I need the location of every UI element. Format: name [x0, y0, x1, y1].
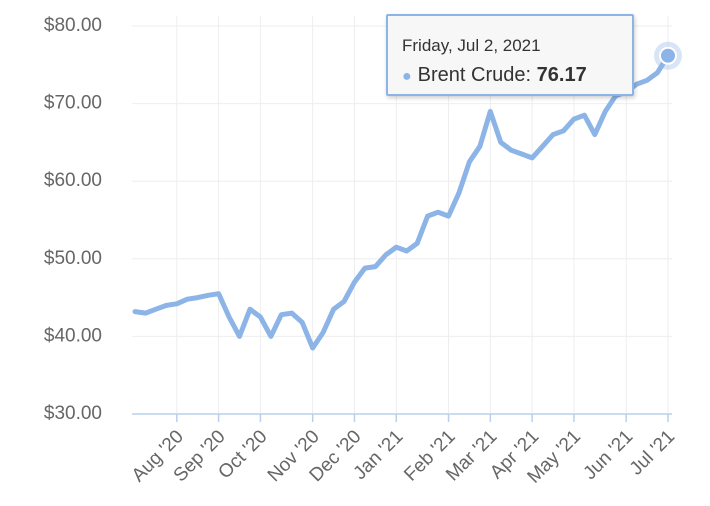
tooltip-line: ● Brent Crude 76.17	[402, 64, 587, 87]
x-tick-label: Jun '21	[580, 426, 638, 484]
y-tick-label: $50.00	[44, 248, 102, 269]
tooltip-dot: ●	[402, 68, 412, 85]
line	[132, 53, 671, 351]
y-tick-label: $60.00	[44, 170, 102, 191]
hover-point	[659, 46, 677, 65]
x-tick-label: Jul '21	[626, 426, 679, 479]
tooltip-series: Brent Crude	[418, 64, 531, 86]
y-tick-label: $40.00	[44, 325, 102, 346]
y-tick-label: $70.00	[44, 93, 102, 114]
y-tick-label: $80.00	[44, 15, 102, 36]
tooltip: Friday, Jul 2, 2021 ● Brent Crude 76.17	[386, 14, 634, 96]
tooltip-date: Friday, Jul 2, 2021	[402, 36, 541, 55]
y-tick-label: $30.00	[44, 403, 102, 424]
tooltip-value: 76.17	[536, 64, 587, 86]
